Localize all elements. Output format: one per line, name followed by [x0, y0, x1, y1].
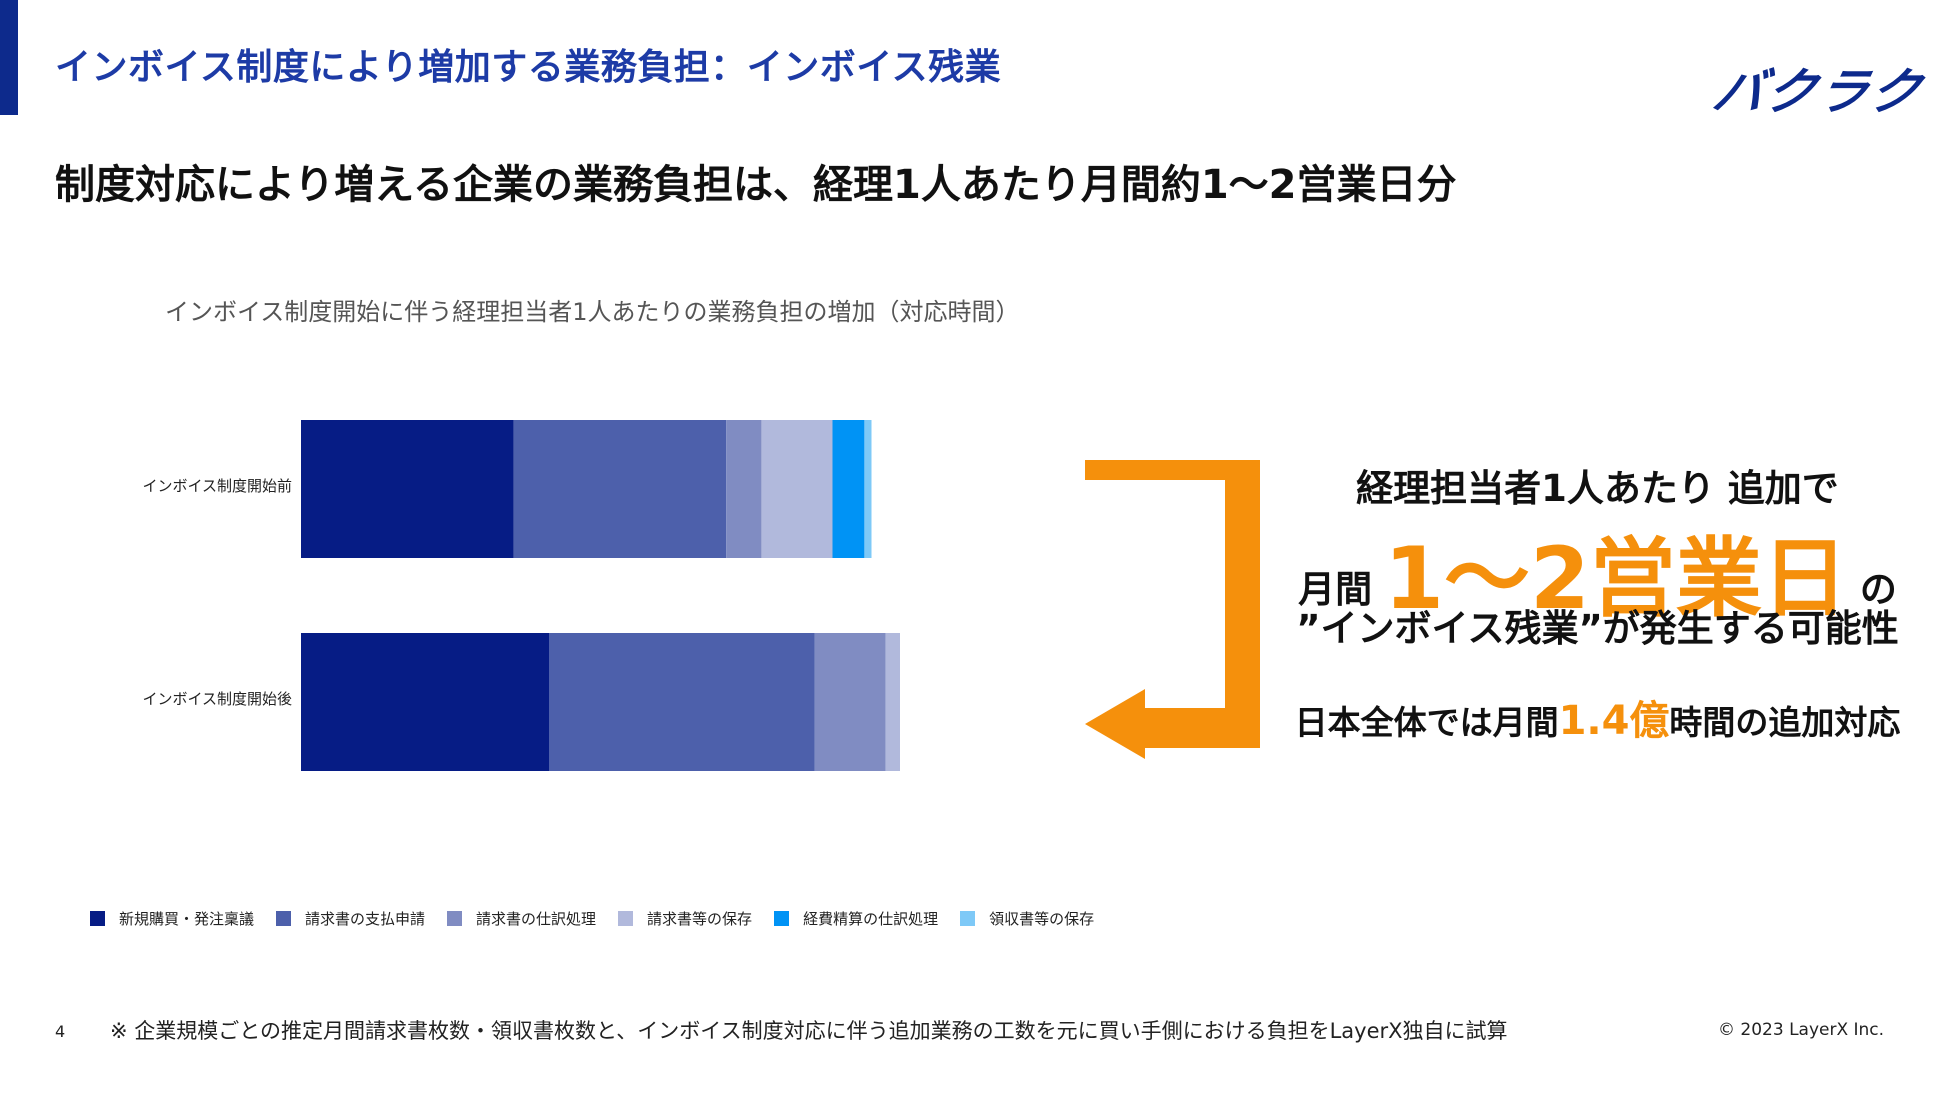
legend-item: 請求書等の保存 [618, 908, 752, 929]
legend-label: 領収書等の保存 [989, 910, 1095, 928]
legend-item: 領収書等の保存 [960, 908, 1094, 929]
bar-segment-0-5 [864, 420, 872, 558]
legend-swatch [774, 911, 790, 926]
callout-line4-suffix: 時間の追加対応 [1669, 703, 1901, 742]
legend-item: 経費精算の仕訳処理 [774, 908, 938, 929]
stacked-bar-chart [301, 420, 900, 771]
callout-highlight-days: 1～2営業日 [1384, 529, 1848, 629]
bar-segment-0-3 [761, 420, 833, 558]
page-number: 4 [55, 1022, 66, 1041]
headline: 制度対応により増える企業の業務負担は、経理1人あたり月間約1～2営業日分 [55, 162, 1457, 208]
row-label-before: インボイス制度開始前 [142, 477, 292, 495]
legend-label: 経費精算の仕訳処理 [803, 910, 939, 928]
bar-segment-1-2 [814, 633, 886, 771]
legend-swatch [618, 911, 634, 926]
chart-legend: 新規購買・発注稟議 請求書の支払申請 請求書の仕訳処理 請求書等の保存 経費精算の仕訳処… [90, 908, 1094, 929]
legend-label: 請求書等の保存 [647, 910, 753, 928]
callout-line-3: ”インボイス残業”が発生する可能性 [1296, 607, 1899, 650]
bar-segment-0-2 [726, 420, 762, 558]
bar-segment-0-0 [301, 420, 514, 558]
callout-line4-prefix: 日本全体では月間 [1294, 703, 1559, 742]
legend-swatch [447, 911, 463, 926]
bar-segment-1-3 [885, 633, 900, 771]
legend-swatch [90, 911, 105, 926]
legend-item: 新規購買・発注稟議 [90, 908, 254, 929]
bar-segment-0-4 [832, 420, 865, 558]
legend-label: 請求書の仕訳処理 [476, 910, 597, 928]
header-accent-bar [0, 0, 18, 115]
slide-title: インボイス制度により増加する業務負担：インボイス残業 [55, 47, 1002, 88]
legend-item: 請求書の仕訳処理 [447, 908, 596, 929]
footer-note: ※ 企業規模ごとの推定月間請求書枚数・領収書枚数と、インボイス制度対応に伴う追加… [110, 1019, 1508, 1043]
bar-segment-1-1 [549, 633, 815, 771]
legend-label: 新規購買・発注稟議 [119, 910, 255, 928]
callout-suffix: の [1859, 568, 1897, 611]
copyright: © 2023 LayerX Inc. [1718, 1020, 1885, 1040]
legend-swatch [960, 911, 976, 926]
row-label-after: インボイス制度開始後 [142, 690, 292, 708]
callout-prefix: 月間 [1298, 568, 1373, 611]
legend-item: 請求書の支払申請 [276, 908, 425, 929]
callout-line-1: 経理担当者1人あたり 追加で [1356, 467, 1839, 510]
callout-line-4: 日本全体では月間1.4億時間の追加対応 [1275, 688, 1920, 746]
bar-segment-1-0 [301, 633, 549, 771]
brand-logo: バクラク [1707, 63, 1929, 121]
chart-title: インボイス制度開始に伴う経理担当者1人あたりの業務負担の増加（対応時間） [165, 298, 1020, 326]
callout-highlight-hours: 1.4億 [1558, 698, 1670, 744]
flow-arrow-icon [1085, 460, 1260, 759]
legend-label: 請求書の支払申請 [305, 910, 426, 928]
legend-swatch [276, 911, 292, 926]
callout-line-2: 月間 1～2営業日の [1275, 508, 1920, 633]
bar-segment-0-1 [513, 420, 727, 558]
